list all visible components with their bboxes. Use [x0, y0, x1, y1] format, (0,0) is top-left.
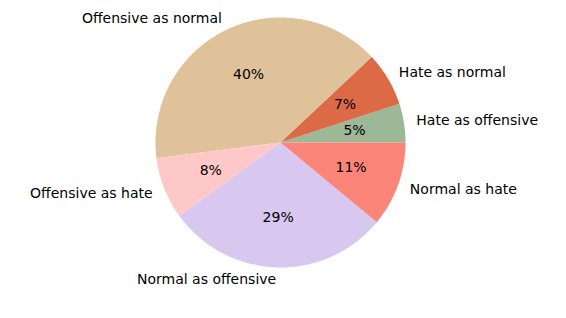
- svg-text:Hate as offensive: Hate as offensive: [416, 112, 538, 128]
- svg-text:7%: 7%: [334, 96, 356, 112]
- svg-text:Normal as hate: Normal as hate: [410, 181, 517, 197]
- svg-text:8%: 8%: [200, 162, 222, 178]
- svg-text:Offensive as hate: Offensive as hate: [30, 185, 153, 201]
- svg-text:5%: 5%: [343, 122, 365, 138]
- svg-text:29%: 29%: [263, 209, 294, 225]
- svg-text:Offensive as normal: Offensive as normal: [82, 10, 222, 26]
- svg-text:40%: 40%: [233, 66, 264, 82]
- svg-text:Normal as offensive: Normal as offensive: [137, 271, 276, 287]
- svg-text:Hate as normal: Hate as normal: [399, 64, 506, 80]
- svg-text:11%: 11%: [336, 159, 367, 175]
